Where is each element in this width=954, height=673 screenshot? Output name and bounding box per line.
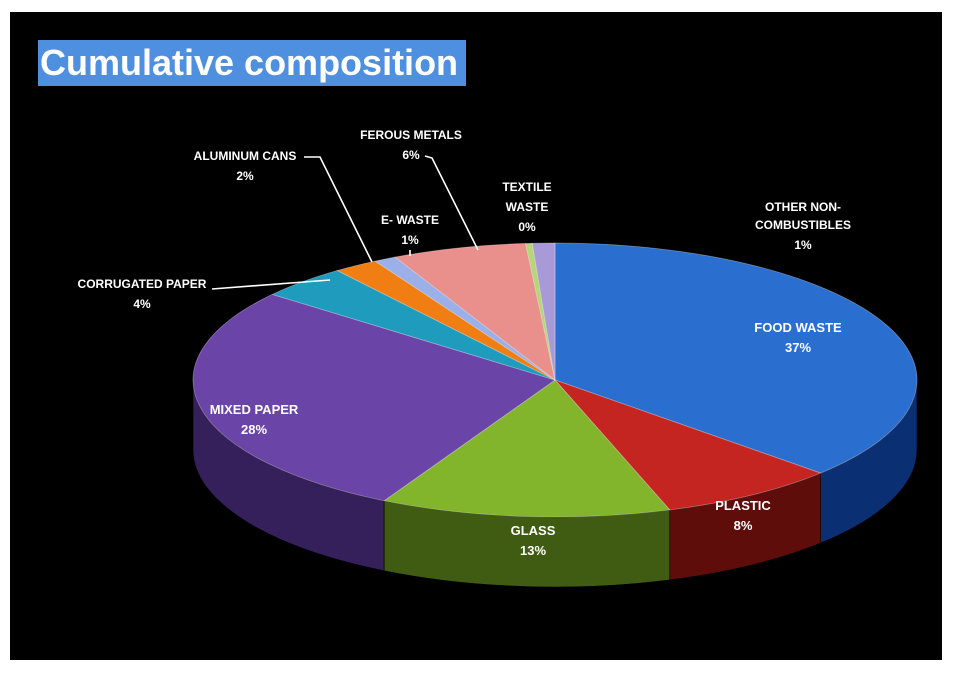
pie-slice-mixed-paper: [192, 293, 556, 502]
data-label-pct-other-non-combustibles: 1%: [794, 238, 812, 252]
pie-slice-glass: [383, 379, 671, 518]
data-label-pct-glass: 13%: [520, 543, 546, 558]
chart-title: Cumulative composition: [40, 42, 459, 83]
data-label-name-aluminum-cans: ALUMINUM CANS: [194, 149, 297, 163]
data-label-name-corrugated-paper: CORRUGATED PAPER: [78, 277, 207, 291]
pie-slice-food-waste: [554, 242, 918, 474]
leader-line-corrugated-paper: [211, 279, 331, 290]
pie-top-layer: [192, 242, 918, 518]
pie-slice-textile-waste: [525, 242, 556, 381]
pie-slice-e-waste: [374, 256, 556, 381]
data-label-name-plastic: PLASTIC: [715, 498, 771, 513]
data-label-pct-plastic: 8%: [734, 518, 753, 533]
data-label-pct-aluminum-cans: 2%: [236, 169, 254, 183]
data-label-pct-mixed-paper: 28%: [241, 422, 267, 437]
leader-line-aluminum-cans: [304, 156, 373, 263]
data-label-name-glass: GLASS: [511, 523, 556, 538]
data-label-name-ferous-metals: FEROUS METALS: [360, 128, 462, 142]
data-label-pct-food-waste: 37%: [785, 340, 811, 355]
label-layer: FOOD WASTE 37% PLASTIC 8% GLASS 13% MIXED PAPE…: [78, 128, 851, 558]
data-label-name-other-non-combustibles: OTHER NON-: [765, 200, 841, 214]
data-label-name-food-waste: FOOD WASTE: [754, 320, 842, 335]
pie-side-layer: [192, 379, 918, 588]
data-label-name-textile-waste: WASTE: [506, 200, 549, 214]
data-label-pct-textile-waste: 0%: [518, 220, 536, 234]
pie-slice-ferous-metals: [394, 243, 556, 381]
title-banner: [38, 40, 466, 86]
data-label-pct-ferous-metals: 6%: [402, 148, 420, 162]
pie-slice-aluminum-cans: [336, 260, 556, 381]
pie-slice-plastic: [553, 379, 822, 511]
data-label-name-e-waste: E- WASTE: [381, 213, 439, 227]
data-label-name-other-non-combustibles: COMBUSTIBLES: [755, 218, 851, 232]
data-label-name-textile-waste: TEXTILE: [502, 180, 551, 194]
pie-slice-other-non-combustibles: [531, 242, 556, 381]
leader-line-ferous-metals: [424, 155, 479, 251]
data-label-pct-corrugated-paper: 4%: [133, 297, 151, 311]
data-label-pct-e-waste: 1%: [401, 233, 419, 247]
data-label-name-mixed-paper: MIXED PAPER: [210, 402, 299, 417]
